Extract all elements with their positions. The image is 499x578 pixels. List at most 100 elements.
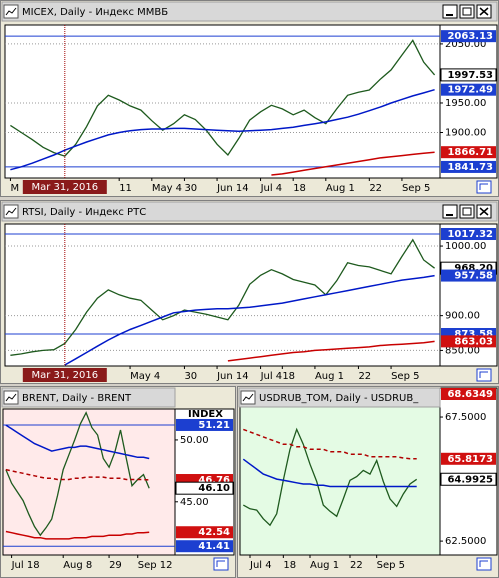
price-tag bbox=[441, 160, 496, 173]
y-tick-label: 62.5000 bbox=[445, 536, 486, 547]
window-button[interactable] bbox=[442, 4, 458, 19]
x-tick-label: 22 bbox=[350, 560, 363, 571]
x-tick-label: Sep 5 bbox=[402, 183, 430, 194]
window-icon bbox=[3, 4, 19, 19]
corner-icon-glyph bbox=[216, 560, 225, 567]
cursor-label-box bbox=[22, 368, 107, 382]
price-tag bbox=[175, 481, 234, 495]
price-axis bbox=[439, 387, 498, 556]
moving-average bbox=[5, 424, 150, 460]
x-tick-label: Jul 18 bbox=[11, 560, 40, 571]
window-icon-glyph bbox=[5, 207, 17, 216]
window-icon-glyph bbox=[242, 393, 254, 402]
x-tick-label: Aug 8 bbox=[63, 560, 92, 571]
price-tag-label: 65.8173 bbox=[447, 454, 493, 465]
price-tag-label: 64.9925 bbox=[447, 474, 493, 485]
plot-area bbox=[4, 24, 441, 179]
x-tick-label: Jun 14 bbox=[216, 183, 249, 194]
x-tick-label: Sep 5 bbox=[391, 371, 419, 382]
y-tick-label: 2050.00 bbox=[445, 39, 486, 50]
x-tick-label: Jul 4 bbox=[260, 183, 283, 194]
price-line bbox=[5, 411, 150, 537]
price-tag-label: 68.6349 bbox=[447, 389, 493, 400]
window-button[interactable] bbox=[442, 204, 458, 219]
price-tag-label: 2063.13 bbox=[447, 31, 493, 42]
price-tag bbox=[176, 526, 233, 539]
price-tag bbox=[441, 83, 496, 96]
axis-caption: INDEX bbox=[188, 409, 223, 420]
corner-icon-glyph bbox=[479, 560, 488, 567]
moving-average bbox=[5, 530, 150, 540]
title-bar bbox=[1, 387, 176, 408]
corner-icon[interactable] bbox=[476, 557, 492, 571]
price-tag bbox=[441, 335, 496, 348]
x-tick-label: Jun 14 bbox=[216, 371, 249, 382]
window-button[interactable] bbox=[459, 204, 475, 219]
title-bar bbox=[1, 1, 498, 22]
title-bar bbox=[1, 201, 498, 222]
x-tick-label: May 4 bbox=[152, 183, 182, 194]
y-tick-label: 1000.00 bbox=[445, 241, 486, 252]
price-tag-label: 51.21 bbox=[198, 420, 230, 431]
window-title: USDRUB_TOM, Daily - USDRUB_ bbox=[259, 393, 419, 404]
price-tag bbox=[441, 30, 496, 43]
moving-average bbox=[227, 340, 435, 362]
x-tick-label: 22 bbox=[369, 183, 382, 194]
y-tick-label: 45.00 bbox=[180, 497, 209, 508]
corner-icon[interactable] bbox=[213, 557, 229, 571]
chart-window: 850.00 900.00 1000.00 May 4 30 Jun 14 Jul 4 18 A… bbox=[0, 200, 499, 384]
price-tag-label: 1017.32 bbox=[447, 229, 493, 240]
corner-icon[interactable] bbox=[476, 368, 492, 382]
cursor-label: Mar 31, 2016 bbox=[32, 370, 99, 381]
price-tag bbox=[440, 68, 497, 82]
price-tag-label: 46.10 bbox=[198, 483, 230, 494]
corner-icon[interactable] bbox=[476, 180, 492, 194]
window-icon bbox=[3, 390, 19, 405]
button-glyph bbox=[479, 207, 489, 216]
price-tag-label: 957.58 bbox=[454, 271, 493, 282]
price-tag-label: 968.20 bbox=[454, 263, 493, 274]
x-tick-label: Jul 4 bbox=[260, 371, 283, 382]
moving-average bbox=[64, 274, 435, 366]
window-button[interactable] bbox=[459, 4, 475, 19]
price-tag-label: 863.03 bbox=[454, 336, 493, 347]
x-tick-label: May 4 bbox=[130, 371, 160, 382]
y-tick-label: 50.00 bbox=[180, 435, 209, 446]
window-icon-glyph bbox=[5, 393, 17, 402]
button-glyph bbox=[479, 7, 489, 16]
price-tag bbox=[440, 472, 497, 486]
window-icon-glyph bbox=[5, 7, 17, 16]
x-tick-label: Sep 12 bbox=[138, 560, 173, 571]
window-icon bbox=[3, 204, 19, 219]
price-tag bbox=[441, 388, 496, 400]
window-title: RTSI, Daily - Индекс РТС bbox=[22, 207, 146, 218]
window-title: MICEX, Daily - Индекс ММВБ bbox=[22, 7, 168, 18]
plot-area bbox=[4, 223, 441, 367]
x-tick-label: 29 bbox=[109, 560, 122, 571]
plot-area bbox=[2, 408, 176, 556]
button-glyph bbox=[462, 7, 472, 16]
x-tick-label: 18 bbox=[293, 183, 306, 194]
price-tag bbox=[176, 540, 233, 553]
price-tag-label: 1997.53 bbox=[447, 70, 493, 81]
x-tick-label: 30 bbox=[184, 183, 197, 194]
y-tick-label: 1900.00 bbox=[445, 128, 486, 139]
x-tick-label: 30 bbox=[184, 371, 197, 382]
price-line bbox=[10, 238, 435, 356]
x-tick-label: 11 bbox=[119, 183, 132, 194]
price-tag-label: 1866.71 bbox=[447, 147, 493, 158]
y-tick-label: 1950.00 bbox=[445, 98, 486, 109]
window-title: BRENT, Daily - BRENT bbox=[22, 393, 132, 404]
x-tick-label: Aug 1 bbox=[315, 371, 344, 382]
chart-window: 1900.00 1950.00 2050.00 M 11 May 4 30 Jun 14 Jul… bbox=[0, 0, 499, 197]
moving-average bbox=[5, 468, 150, 481]
moving-average bbox=[243, 428, 417, 460]
price-line bbox=[10, 39, 436, 157]
price-tag-label: 1841.73 bbox=[447, 162, 493, 173]
price-tag bbox=[441, 269, 496, 282]
corner-icon-glyph bbox=[479, 371, 488, 378]
x-tick-label: M bbox=[10, 183, 19, 194]
x-tick-label: Aug 1 bbox=[326, 183, 355, 194]
button-glyph bbox=[462, 207, 472, 216]
